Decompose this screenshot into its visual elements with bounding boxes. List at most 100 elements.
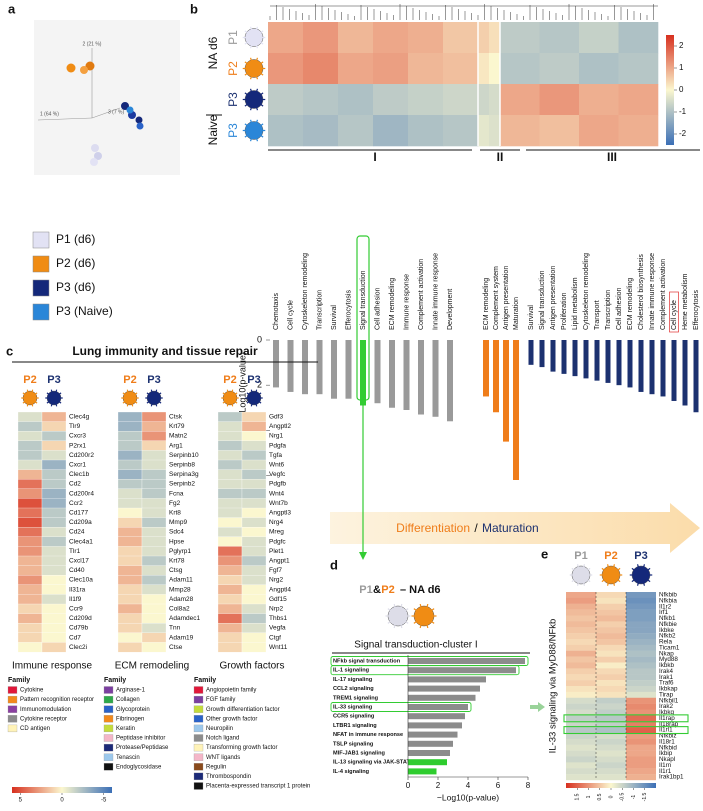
heatmap-cell bbox=[303, 84, 339, 116]
gene-label: Ctgf bbox=[269, 634, 281, 641]
heatmap-cell bbox=[579, 84, 619, 116]
gene-label: Nkap bbox=[659, 650, 674, 657]
pca-box bbox=[34, 20, 180, 175]
cell-icon bbox=[22, 390, 38, 406]
gene-label: Ticam1 bbox=[659, 644, 680, 651]
family-label: Protease/Peptidase bbox=[116, 745, 169, 751]
family-swatch bbox=[193, 734, 204, 742]
family-swatch bbox=[7, 705, 18, 713]
heatmap-cell bbox=[303, 115, 339, 147]
pca-axis-label: 3 (7 %) bbox=[108, 109, 124, 115]
gene-label: Wnt11 bbox=[269, 644, 288, 651]
heatmap-cell bbox=[566, 686, 596, 693]
family-swatch bbox=[103, 763, 114, 771]
x-tick-label: 0 bbox=[406, 781, 411, 790]
heatmap-cell bbox=[217, 450, 243, 461]
bar bbox=[408, 667, 516, 674]
gene-label: Ccr2 bbox=[69, 500, 83, 507]
gene-label: Krt78 bbox=[169, 558, 185, 565]
bar bbox=[432, 340, 439, 417]
gene-label: Ikbip bbox=[659, 750, 673, 757]
gene-label: Nfkbib bbox=[659, 592, 677, 599]
heatmap-cell bbox=[338, 22, 374, 54]
heatmap-cell bbox=[17, 632, 43, 643]
heatmap-cell bbox=[626, 727, 656, 734]
gene-label: Myd88 bbox=[659, 656, 678, 663]
heatmap-cell bbox=[217, 488, 243, 499]
heatmap-cell bbox=[117, 488, 143, 499]
header-text: P2 bbox=[381, 584, 394, 596]
heatmap-cell bbox=[217, 632, 243, 643]
heatmap-cell bbox=[303, 22, 339, 54]
heatmap-cell bbox=[618, 115, 659, 147]
family-label: Notch ligand bbox=[206, 736, 239, 742]
cell-icon-spike bbox=[244, 30, 249, 34]
heatmap-cell bbox=[500, 53, 540, 85]
family-label: Pattern recognition receptor bbox=[20, 697, 94, 703]
highlight-box bbox=[563, 714, 689, 723]
family-label: Regulin bbox=[206, 764, 226, 770]
heatmap-cell bbox=[17, 411, 43, 422]
legend-label: P2 (d6) bbox=[56, 256, 95, 270]
gene-label: Vegfa bbox=[269, 625, 286, 632]
arrow-text: / bbox=[474, 521, 478, 535]
header-text: P1 bbox=[359, 584, 372, 596]
term-label: Transcription bbox=[605, 290, 612, 330]
gene-label: Nfkbie bbox=[659, 621, 677, 628]
gene-label: Il31ra bbox=[69, 586, 86, 593]
heatmap-cell bbox=[566, 744, 596, 751]
heatmap-cell bbox=[217, 613, 243, 624]
term-label: ECM remodeling bbox=[627, 278, 634, 330]
heatmap-cell bbox=[217, 498, 243, 509]
heatmap-cell bbox=[478, 22, 490, 54]
heatmap-cell bbox=[566, 674, 596, 681]
term-label: Cell cycle bbox=[671, 300, 678, 330]
heatmap-cell bbox=[596, 680, 626, 687]
heatmap-cell bbox=[626, 774, 656, 781]
term-label: Complement system bbox=[493, 266, 500, 330]
gene-label: Irak1bp1 bbox=[659, 774, 684, 781]
bar bbox=[408, 759, 447, 766]
cell-icon-spike bbox=[26, 389, 29, 393]
heatmap-cell bbox=[408, 53, 444, 85]
gene-label: Il1f9 bbox=[69, 596, 82, 603]
heatmap-cell bbox=[41, 440, 67, 451]
family-label: Thrombospondin bbox=[206, 774, 251, 780]
cell-icon-spike bbox=[636, 564, 640, 569]
heatmap-cell bbox=[596, 697, 626, 704]
heatmap-cell bbox=[566, 627, 596, 634]
gene-label: Il1rl1 bbox=[659, 727, 673, 734]
cell-icon-spike bbox=[255, 137, 259, 142]
heatmap-cell bbox=[141, 469, 167, 480]
heatmap-cell bbox=[17, 642, 43, 653]
heatmap-cell bbox=[626, 686, 656, 693]
x-tick-label: 6 bbox=[496, 781, 501, 790]
heatmap-cell bbox=[241, 459, 267, 470]
x-tick-label: 8 bbox=[526, 781, 531, 790]
family-swatch bbox=[193, 724, 204, 733]
bar bbox=[408, 704, 468, 710]
family-swatch bbox=[103, 743, 114, 752]
heatmap-cell bbox=[626, 656, 656, 663]
heatmap-cell bbox=[408, 84, 444, 116]
bar bbox=[671, 340, 677, 401]
heatmap-cell bbox=[596, 609, 626, 616]
cell-icon-spike bbox=[259, 103, 264, 107]
cell-icon-spike bbox=[31, 403, 34, 407]
family-label: CD antigen bbox=[20, 726, 50, 732]
colorbar bbox=[12, 787, 112, 793]
heatmap-cell bbox=[41, 642, 67, 653]
cell-icon-spike bbox=[31, 389, 34, 393]
heatmap-cell bbox=[141, 632, 167, 643]
cell-icon bbox=[387, 605, 409, 627]
heatmap-cell bbox=[618, 22, 659, 54]
x-tick-label: 4 bbox=[466, 781, 471, 790]
heatmap-cell bbox=[17, 536, 43, 547]
heatmap-cell bbox=[241, 527, 267, 538]
gene-label: Fgf7 bbox=[269, 567, 282, 574]
heatmap-cell bbox=[241, 498, 267, 509]
heatmap-cell bbox=[618, 84, 659, 116]
cell-icon-spike bbox=[259, 134, 264, 138]
heatmap-cell bbox=[241, 517, 267, 528]
bar bbox=[408, 694, 476, 701]
